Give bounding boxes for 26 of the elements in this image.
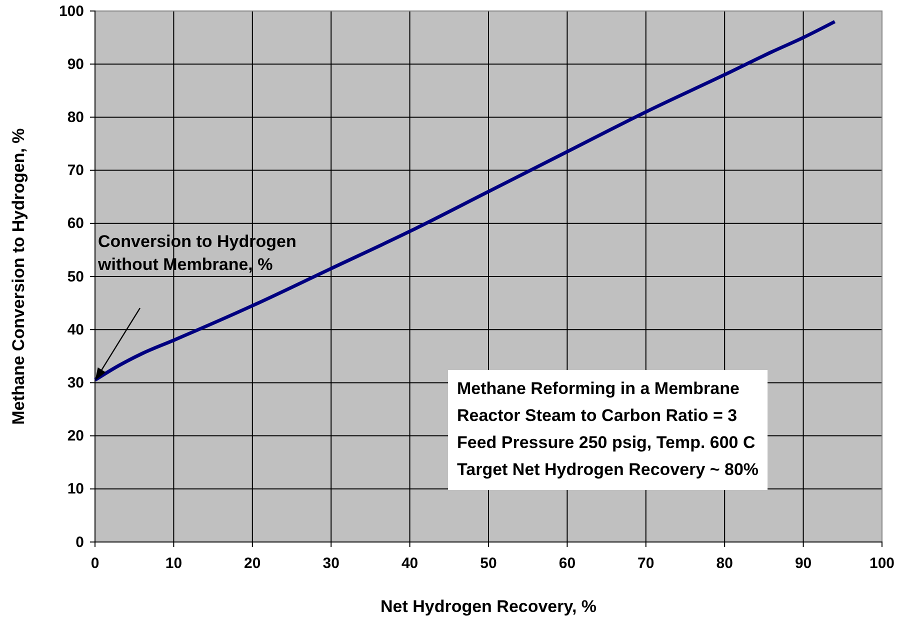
y-tick-label: 40 [67,321,84,338]
y-tick-label: 10 [67,480,84,498]
x-tick-label: 90 [794,555,812,572]
annotation: Methane Reforming in a Membrane Reactor Steam to Carbon Ratio = 3 Feed Pressure 250 psig, Temp. 600 C Target Net Hydrogen Recovery ~ 80% [457,379,759,479]
y-tick-label: 60 [67,215,84,232]
x-tick-label: 70 [638,555,654,572]
y-tick-label: 90 [67,56,84,73]
x-tick-label: 10 [165,555,182,572]
x-axis-title: Net Hydrogen Recovery, % [380,597,597,616]
x-tick-label: 80 [716,555,733,572]
x-tick-label: 40 [401,555,418,572]
x-tick-label: 100 [869,555,895,572]
y-axis-title: Methane Conversion to Hydrogen, % [9,128,28,425]
y-tick-label: 100 [58,2,84,20]
y-tick-label: 0 [76,534,84,551]
x-tick-label: 60 [558,555,576,572]
y-tick-label: 50 [67,268,84,286]
x-tick-label: 50 [480,555,497,572]
x-tick-label: 20 [244,555,261,572]
y-tick-label: 70 [67,162,84,180]
x-tick-label: 30 [322,555,340,572]
y-tick-label: 80 [67,109,84,126]
y-tick-label: 20 [67,428,84,445]
x-tick-label: 0 [90,555,100,572]
line-series [93,20,837,382]
y-tick-label: 30 [67,374,84,392]
